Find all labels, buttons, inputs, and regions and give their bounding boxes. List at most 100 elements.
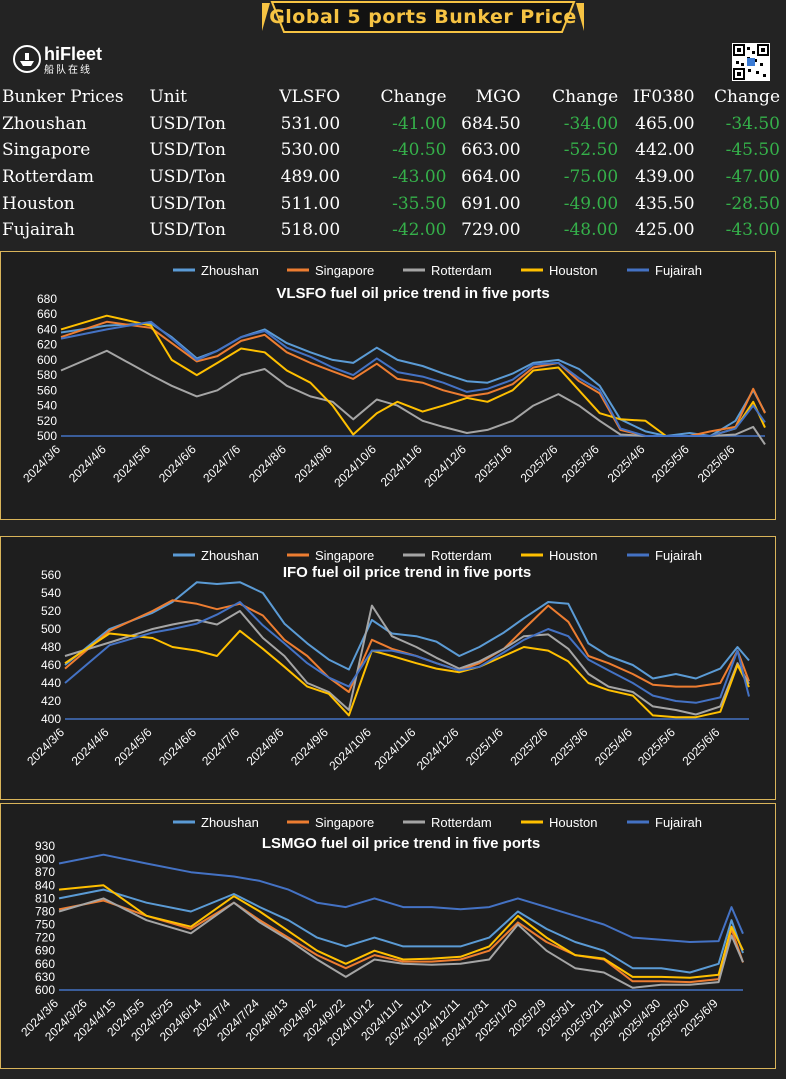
legend-label: Singapore: [315, 815, 374, 830]
change-cell: -41.00: [392, 113, 447, 134]
change-cell: -52.50: [563, 140, 619, 161]
vlsfo-chart-panel: Zhoushan Singapore Rotterdam Houston Fujaira…: [0, 251, 776, 520]
series-line-rotterdam: [58, 897, 744, 989]
lsmgo-chart: Zhoushan Singapore Rotterdam Houston Fujaira…: [18, 815, 744, 1049]
vlsfo-cell: 489.00: [280, 167, 341, 188]
table-row: Singapore USD/Ton 530.00 -40.50 663.00 -…: [2, 137, 786, 164]
change-cell: -43.00: [725, 220, 780, 241]
header-cell: VLSFO: [279, 87, 341, 108]
x-tick-label: 2025/2/6: [507, 725, 550, 768]
change-cell: -40.50: [392, 140, 447, 161]
vlsfo-cell: 530.00: [280, 140, 341, 161]
x-tick-label: 2025/5/6: [649, 442, 692, 485]
bunker-price-table: Bunker Prices Unit VLSFO Change MGO Chan…: [2, 84, 786, 244]
port-cell: Fujairah: [2, 220, 75, 241]
unit-cell: USD/Ton: [149, 167, 227, 188]
x-tick-label: 2024/4/6: [69, 725, 112, 768]
port-cell: Zhoushan: [2, 113, 87, 134]
chart-title: LSMGO fuel oil price trend in five ports: [262, 835, 540, 852]
table-row: Zhoushan USD/Ton 531.00 -41.00 684.50 -3…: [2, 111, 786, 138]
y-tick-label: 540: [37, 399, 57, 413]
change-cell: -42.00: [392, 220, 447, 241]
x-tick-label: 2025/5/6: [635, 725, 678, 768]
y-tick-label: 870: [35, 865, 55, 879]
legend-label: Zhoushan: [201, 263, 259, 278]
x-tick-label: 2024/7/6: [200, 442, 243, 485]
header-cell: IF0380: [632, 87, 695, 108]
x-tick-label: 2025/3/6: [548, 725, 591, 768]
legend-label: Singapore: [315, 548, 374, 563]
y-tick-label: 640: [37, 322, 57, 336]
y-tick-label: 680: [37, 292, 57, 306]
unit-cell: USD/Ton: [149, 113, 227, 134]
series-line-rotterdam: [64, 604, 750, 716]
y-tick-label: 540: [41, 586, 61, 600]
legend-label: Fujairah: [655, 815, 702, 830]
x-tick-label: 2025/2/6: [518, 442, 561, 485]
y-tick-label: 660: [37, 307, 57, 321]
x-tick-label: 2024/9/6: [292, 442, 335, 485]
x-tick-label: 2024/12/6: [421, 442, 469, 490]
table-row: Rotterdam USD/Ton 489.00 -43.00 664.00 -…: [2, 164, 786, 191]
y-tick-label: 500: [37, 429, 57, 443]
y-tick-label: 720: [35, 931, 55, 945]
y-tick-label: 400: [41, 712, 61, 726]
header-cell: Unit: [149, 87, 188, 108]
header-cell: Bunker Prices: [2, 87, 124, 108]
series-line-zhoushan: [58, 888, 744, 974]
y-tick-label: 520: [41, 604, 61, 618]
legend-label: Rotterdam: [431, 548, 492, 563]
ifo-chart-panel: Zhoushan Singapore Rotterdam Houston Fujaira…: [0, 536, 776, 800]
x-tick-label: 2024/11/6: [371, 725, 418, 772]
legend-label: Rotterdam: [431, 815, 492, 830]
change-cell: -47.00: [725, 167, 780, 188]
x-tick-label: 2025/3/6: [559, 442, 602, 485]
ifo380-cell: 435.50: [635, 193, 695, 214]
x-tick-label: 2025/1/6: [463, 725, 506, 768]
header-cell: MGO: [475, 87, 521, 108]
vlsfo-cell: 531.00: [280, 113, 341, 134]
ifo-chart: Zhoushan Singapore Rotterdam Houston Fujaira…: [24, 548, 750, 773]
x-tick-label: 2024/9/6: [288, 725, 331, 768]
page-title: Global 5 ports Bunker Price: [269, 6, 577, 28]
table-row: Fujairah USD/Ton 518.00 -42.00 729.00 -4…: [2, 217, 786, 244]
y-tick-label: 480: [41, 640, 61, 654]
vlsfo-cell: 511.00: [280, 193, 341, 214]
y-tick-label: 780: [35, 904, 55, 918]
hifleet-logo: hiFleet 船队在线: [12, 44, 102, 78]
legend-label: Fujairah: [655, 263, 702, 278]
y-tick-label: 560: [37, 383, 57, 397]
ifo380-cell: 442.00: [635, 140, 695, 161]
y-tick-label: 810: [35, 891, 55, 905]
x-tick-label: 2025/4/6: [592, 725, 635, 768]
y-tick-label: 500: [41, 622, 61, 636]
x-tick-label: 2024/5/6: [112, 725, 155, 768]
header-cell: Change: [714, 87, 780, 108]
y-tick-label: 930: [35, 839, 55, 853]
chart-title: VLSFO fuel oil price trend in five ports: [276, 285, 549, 302]
x-tick-label: 2024/10/6: [326, 725, 374, 773]
mgo-cell: 729.00: [461, 220, 521, 241]
legend-label: Rotterdam: [431, 263, 492, 278]
x-tick-label: 2024/11/6: [378, 442, 425, 489]
legend-label: Zhoushan: [201, 548, 259, 563]
unit-cell: USD/Ton: [149, 140, 227, 161]
x-tick-label: 2025/6/6: [680, 725, 723, 768]
x-tick-label: 2025/4/6: [605, 442, 648, 485]
change-cell: -34.50: [725, 113, 780, 134]
series-line-singapore: [64, 599, 750, 693]
change-cell: -75.00: [563, 167, 619, 188]
series-line-singapore: [58, 899, 744, 984]
y-tick-label: 630: [35, 970, 55, 984]
series-line-fujairah: [64, 601, 750, 704]
legend-label: Zhoushan: [201, 815, 259, 830]
series-line-fujairah: [60, 320, 766, 437]
y-tick-label: 600: [35, 983, 55, 997]
ifo380-cell: 439.00: [635, 167, 695, 188]
y-tick-label: 560: [41, 568, 61, 582]
change-cell: -48.00: [563, 220, 619, 241]
y-tick-label: 460: [41, 658, 61, 672]
vlsfo-cell: 518.00: [280, 220, 341, 241]
series-line-fujairah: [58, 853, 744, 943]
y-tick-label: 600: [37, 353, 57, 367]
